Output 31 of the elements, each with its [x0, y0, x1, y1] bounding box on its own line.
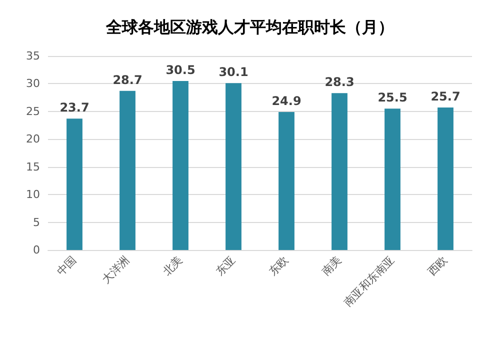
bar — [226, 83, 242, 250]
data-label: 23.7 — [60, 100, 90, 115]
y-tick-label: 5 — [33, 216, 40, 229]
y-tick-label: 35 — [26, 50, 40, 62]
chart-title: 全球各地区游戏人才平均在职时长（月） — [105, 18, 394, 36]
y-tick-label: 15 — [26, 160, 40, 174]
x-tick-label: 北美 — [160, 253, 186, 278]
y-tick-label: 20 — [26, 132, 40, 146]
y-tick-label: 25 — [26, 104, 40, 118]
data-label: 28.7 — [112, 72, 142, 87]
data-label: 28.3 — [324, 75, 354, 90]
y-tick-label: 30 — [26, 77, 40, 90]
bar — [332, 93, 348, 250]
data-label: 30.5 — [166, 62, 196, 77]
x-tick-label: 大洋洲 — [100, 253, 132, 286]
bar — [278, 112, 294, 250]
bar — [120, 90, 136, 250]
data-label: 24.9 — [272, 94, 302, 108]
data-label: 25.7 — [430, 90, 460, 104]
x-tick-label: 东欧 — [266, 253, 292, 278]
y-tick-label: 0 — [33, 244, 40, 256]
bar — [172, 80, 188, 250]
bar — [438, 108, 454, 250]
x-tick-label: 西欧 — [425, 253, 450, 278]
data-label: 30.1 — [218, 65, 248, 80]
x-tick-label: 中国 — [54, 253, 80, 278]
x-tick-label: 东亚 — [213, 253, 238, 278]
bar — [66, 118, 82, 250]
y-tick-label: 10 — [26, 188, 40, 202]
data-label: 25.5 — [378, 90, 408, 105]
bar — [384, 108, 400, 250]
